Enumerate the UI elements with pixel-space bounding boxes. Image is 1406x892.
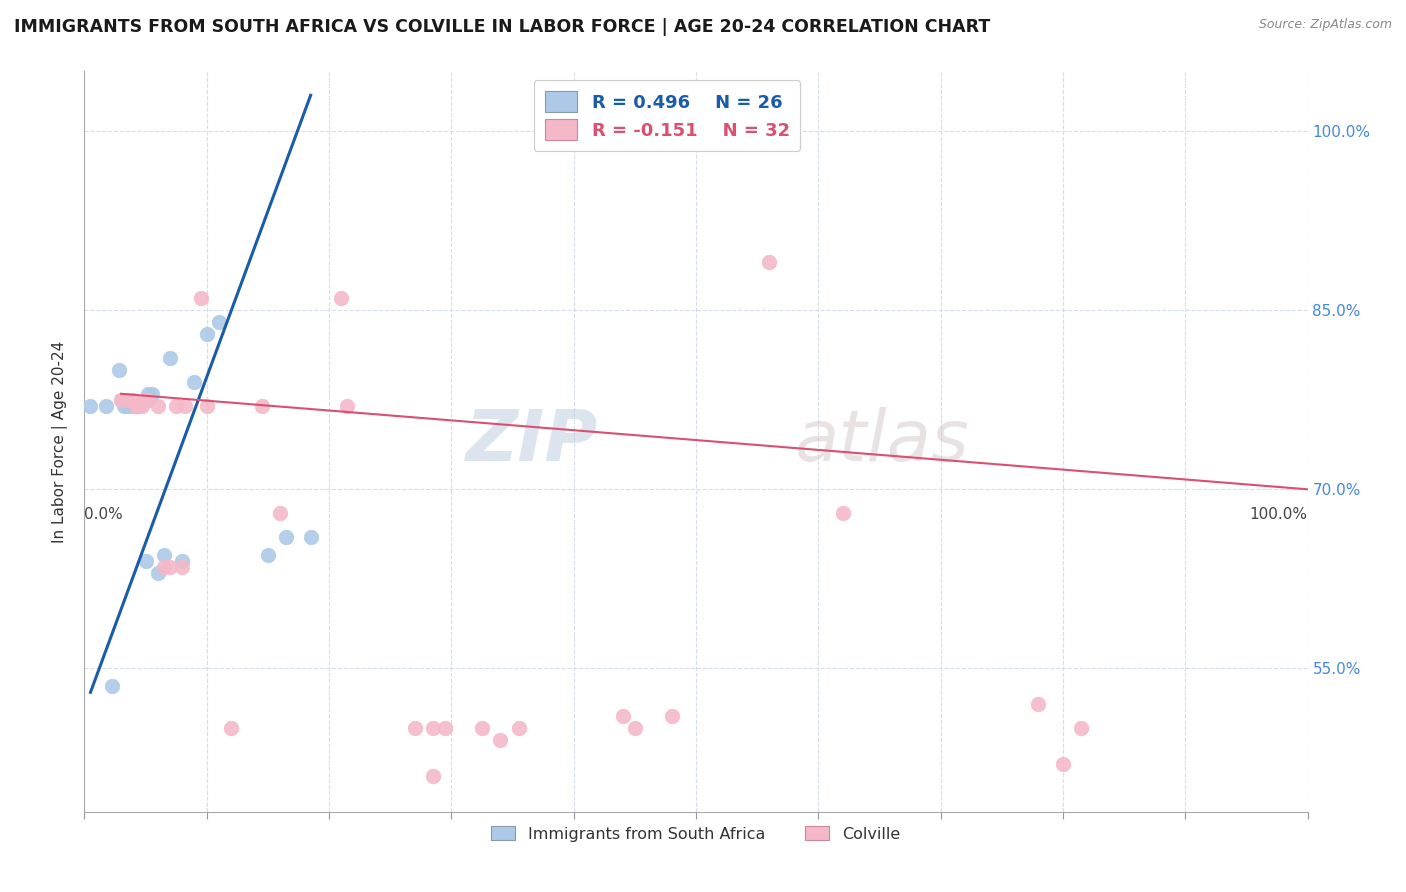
Text: Source: ZipAtlas.com: Source: ZipAtlas.com bbox=[1258, 18, 1392, 31]
Point bbox=[422, 721, 444, 735]
Text: ZIP: ZIP bbox=[465, 407, 598, 476]
Point bbox=[422, 769, 444, 783]
Point bbox=[125, 399, 148, 413]
Point bbox=[141, 386, 163, 401]
Point bbox=[101, 679, 124, 693]
Point bbox=[508, 721, 530, 735]
Text: 0.0%: 0.0% bbox=[84, 507, 124, 522]
Point bbox=[172, 560, 194, 574]
Point bbox=[624, 721, 647, 735]
Point bbox=[146, 566, 169, 580]
Point bbox=[120, 399, 142, 413]
Point bbox=[1028, 698, 1050, 712]
Text: atlas: atlas bbox=[794, 407, 969, 476]
Point bbox=[1052, 756, 1074, 771]
Point bbox=[146, 399, 169, 413]
Point bbox=[190, 291, 212, 305]
Point bbox=[159, 351, 181, 365]
Point bbox=[122, 392, 145, 407]
Point bbox=[471, 721, 494, 735]
Point bbox=[159, 560, 181, 574]
Point bbox=[758, 255, 780, 269]
Point bbox=[107, 363, 129, 377]
Point bbox=[257, 548, 280, 562]
Point bbox=[195, 399, 218, 413]
Point bbox=[128, 399, 150, 413]
Point bbox=[250, 399, 273, 413]
Point bbox=[131, 399, 153, 413]
Point bbox=[112, 399, 135, 413]
Point bbox=[128, 398, 150, 412]
Text: 100.0%: 100.0% bbox=[1250, 507, 1308, 522]
Point bbox=[122, 399, 145, 413]
Point bbox=[219, 721, 242, 735]
Point bbox=[721, 118, 744, 132]
Point bbox=[125, 399, 148, 413]
Point bbox=[208, 315, 231, 329]
Point bbox=[125, 399, 148, 413]
Point bbox=[269, 506, 291, 520]
Point bbox=[612, 709, 634, 723]
Point bbox=[173, 399, 195, 413]
Point bbox=[110, 392, 132, 407]
Point bbox=[79, 399, 101, 413]
Point bbox=[136, 386, 159, 401]
Point bbox=[404, 721, 426, 735]
Point bbox=[1070, 721, 1092, 735]
Point bbox=[831, 506, 853, 520]
Point bbox=[96, 399, 118, 413]
Point bbox=[661, 709, 683, 723]
Point bbox=[195, 327, 218, 342]
Legend: Immigrants from South Africa, Colville: Immigrants from South Africa, Colville bbox=[485, 820, 907, 848]
Point bbox=[153, 560, 176, 574]
Point bbox=[135, 392, 157, 407]
Point bbox=[136, 392, 159, 407]
Point bbox=[183, 375, 205, 389]
Y-axis label: In Labor Force | Age 20-24: In Labor Force | Age 20-24 bbox=[52, 341, 69, 542]
Point bbox=[336, 399, 359, 413]
Point bbox=[128, 398, 150, 412]
Point bbox=[115, 399, 138, 413]
Point bbox=[489, 733, 512, 747]
Point bbox=[153, 548, 176, 562]
Point bbox=[135, 554, 157, 568]
Point bbox=[299, 530, 322, 544]
Point bbox=[165, 399, 187, 413]
Point bbox=[115, 392, 138, 407]
Text: IMMIGRANTS FROM SOUTH AFRICA VS COLVILLE IN LABOR FORCE | AGE 20-24 CORRELATION : IMMIGRANTS FROM SOUTH AFRICA VS COLVILLE… bbox=[14, 18, 990, 36]
Point bbox=[172, 554, 194, 568]
Point bbox=[276, 530, 298, 544]
Point bbox=[330, 291, 353, 305]
Point bbox=[434, 721, 457, 735]
Point bbox=[125, 399, 148, 413]
Point bbox=[110, 392, 132, 407]
